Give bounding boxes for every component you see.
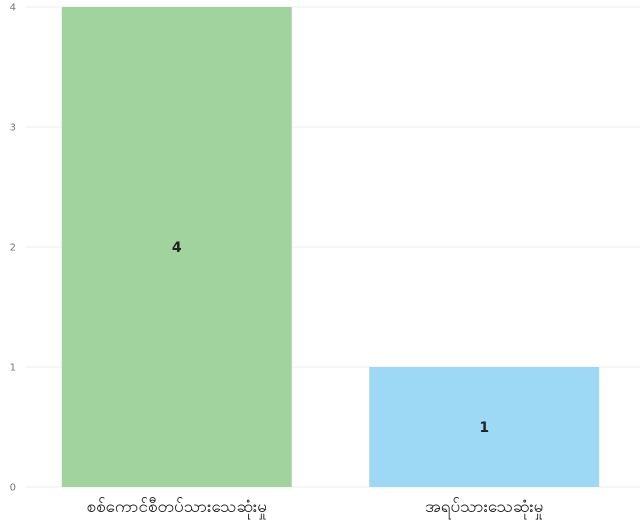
y-tick-label: 1	[10, 363, 16, 374]
y-tick-label: 0	[10, 483, 16, 494]
bar-value-label: 1	[479, 420, 489, 436]
x-category-label: အရပ်သားသေဆုံးမှု	[425, 497, 543, 520]
x-axis-category-labels: စစ်ကောင်စီတပ်သားသေဆုံးမှု အရပ်သားသေဆုံးမ…	[87, 497, 544, 520]
y-axis-ticks: 0 1 2 3 4	[10, 3, 16, 494]
bars	[61, 7, 600, 487]
y-tick-label: 2	[10, 243, 16, 254]
bar	[61, 7, 292, 487]
x-category-label: စစ်ကောင်စီတပ်သားသေဆုံးမှု	[87, 497, 267, 520]
y-tick-label: 4	[10, 3, 16, 14]
bar	[369, 367, 600, 487]
data-labels: 4 1	[172, 240, 489, 436]
y-tick-label: 3	[10, 123, 16, 134]
bar-value-label: 4	[172, 240, 182, 256]
